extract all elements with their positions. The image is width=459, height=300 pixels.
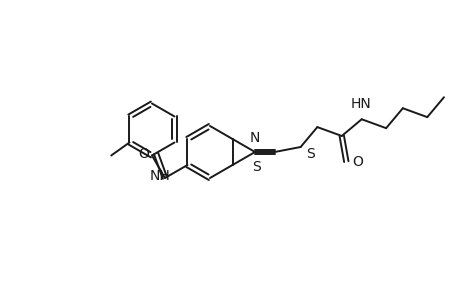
Text: S: S — [251, 160, 260, 174]
Text: S: S — [305, 147, 313, 161]
Text: HN: HN — [350, 97, 370, 111]
Text: N: N — [249, 131, 260, 145]
Text: O: O — [138, 147, 149, 160]
Text: O: O — [352, 154, 363, 169]
Text: NH: NH — [149, 169, 170, 184]
